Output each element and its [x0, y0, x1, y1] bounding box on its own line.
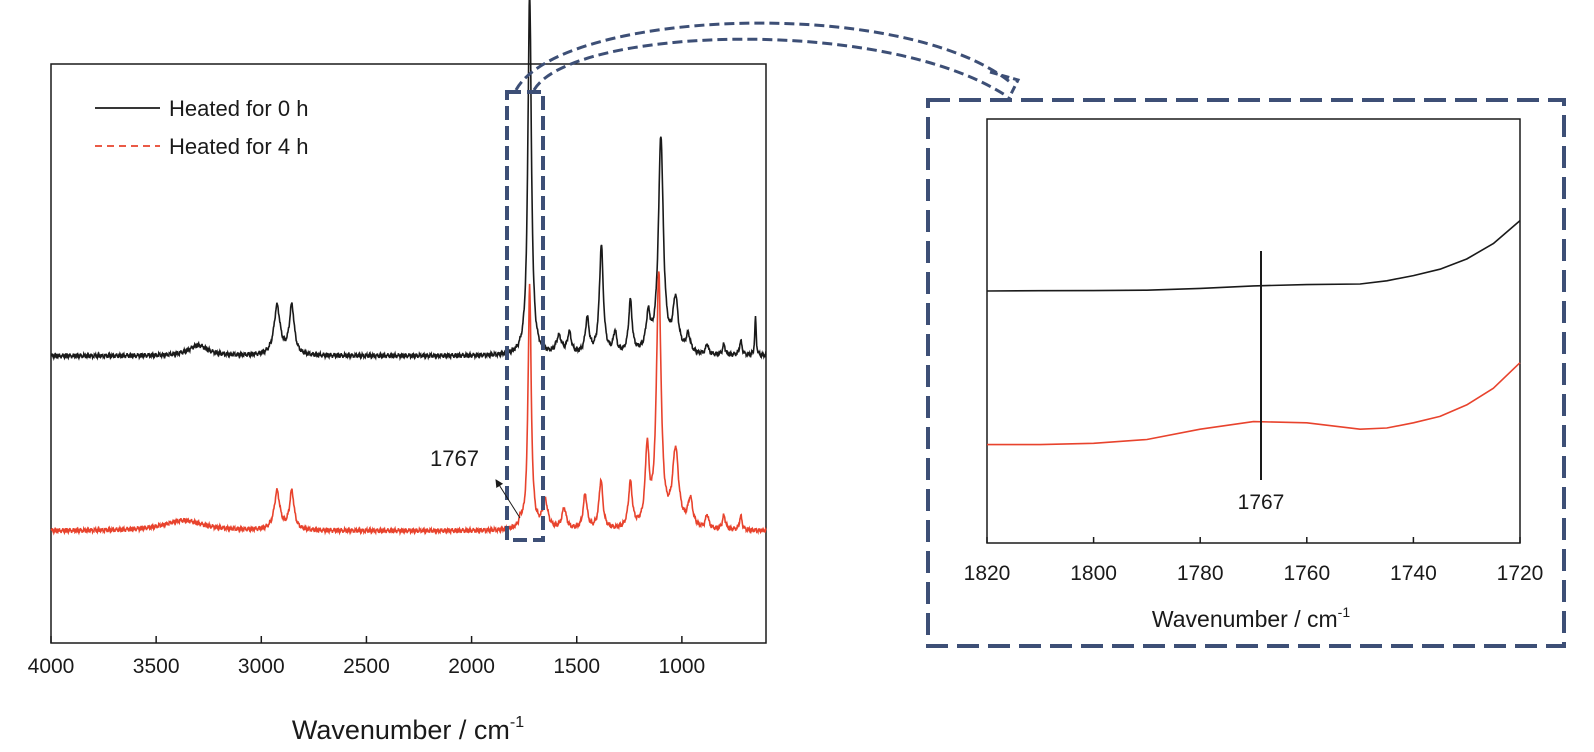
main-annotation-label: 1767	[430, 446, 479, 471]
inset-x-tick-label: 1800	[1070, 562, 1117, 585]
connector-arrowhead	[989, 70, 1021, 101]
zoom-region-box	[505, 90, 545, 542]
inset-x-axis-title-text: Wavenumber / cm	[1152, 606, 1338, 632]
main-x-tick-label: 4000	[28, 655, 75, 678]
main-x-axis-title: Wavenumber / cm-1	[292, 714, 524, 745]
inset-x-tick-label: 1780	[1177, 562, 1224, 585]
inset-series-line-0	[986, 219, 1521, 292]
inset-x-tick-label: 1740	[1390, 562, 1437, 585]
main-x-ticks: 4000 3500 3000 2500 2000 1500 1000	[28, 636, 706, 678]
legend-label-series-1: Heated for 4 h	[169, 134, 308, 159]
main-series-line-0	[50, 0, 767, 362]
main-x-tick-label: 2000	[448, 655, 495, 678]
inset-dashed-border	[926, 98, 1566, 648]
inset-plot-frame	[986, 118, 1521, 544]
inset-x-tick-label: 1720	[1497, 562, 1544, 585]
inset-zoom-panel: 1820 1800 1780 1760 1740 1720 1767 Wavenumber…	[926, 98, 1566, 648]
main-x-tick-label: 3500	[133, 655, 180, 678]
legend: Heated for 0 h Heated for 4 h	[95, 96, 308, 159]
inset-x-axis-title: Wavenumber / cm-1	[1152, 604, 1350, 632]
main-series-lines	[50, 0, 767, 537]
inset-x-ticks: 1820 1800 1780 1760 1740 1720	[964, 537, 1544, 585]
main-x-axis-title-text: Wavenumber / cm	[292, 715, 510, 745]
inset-series-line-1	[987, 362, 1521, 446]
zoom-connector-arrow	[514, 21, 1021, 101]
main-x-tick-label: 1000	[659, 655, 706, 678]
main-x-tick-label: 3000	[238, 655, 285, 678]
main-annotation: 1767	[430, 446, 521, 519]
connector-path-outer	[514, 21, 1011, 91]
inset-x-axis-title-superscript: -1	[1338, 604, 1351, 620]
inset-x-tick-label: 1760	[1283, 562, 1330, 585]
connector-path-inner	[532, 37, 1006, 97]
inset-marker-label: 1767	[1238, 491, 1285, 514]
inset-series-lines	[986, 219, 1521, 446]
main-x-axis-title-superscript: -1	[510, 714, 524, 731]
inset-x-tick-label: 1820	[964, 562, 1011, 585]
main-spectrum-panel: 4000 3500 3000 2500 2000 1500 1000 Heated for …	[28, 0, 767, 745]
main-x-tick-label: 1500	[553, 655, 600, 678]
legend-label-series-0: Heated for 0 h	[169, 96, 308, 121]
main-x-tick-label: 2500	[343, 655, 390, 678]
main-annotation-arrow	[495, 479, 521, 519]
main-series-line-1	[50, 271, 767, 537]
